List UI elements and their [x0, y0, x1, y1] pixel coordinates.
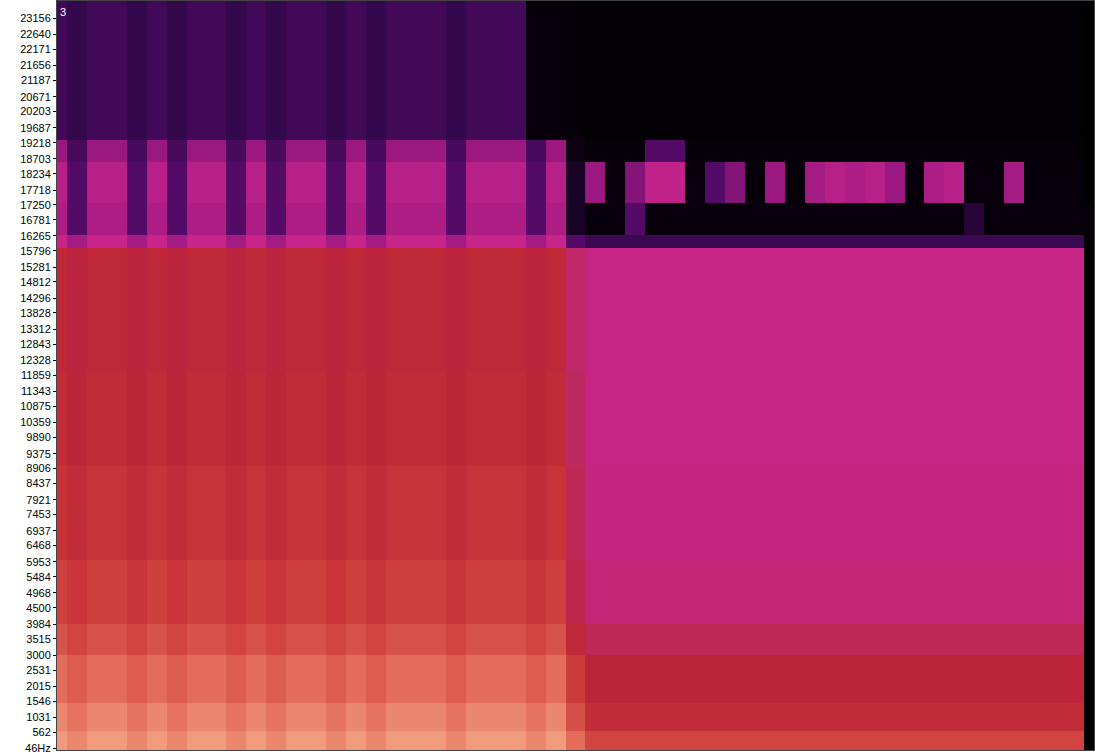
svg-text:1546: 1546	[26, 695, 50, 707]
svg-text:3515: 3515	[26, 633, 50, 645]
svg-text:22171: 22171	[20, 43, 51, 55]
svg-text:18703: 18703	[20, 153, 51, 165]
svg-text:12328: 12328	[20, 354, 51, 366]
svg-text:13312: 13312	[20, 323, 51, 335]
svg-text:16781: 16781	[20, 214, 51, 226]
svg-text:20203: 20203	[20, 105, 51, 117]
svg-text:3: 3	[60, 6, 66, 18]
svg-text:4968: 4968	[26, 587, 50, 599]
svg-text:12843: 12843	[20, 338, 51, 350]
svg-text:5484: 5484	[26, 571, 50, 583]
svg-text:11859: 11859	[21, 369, 51, 381]
svg-text:3984: 3984	[26, 618, 50, 630]
svg-text:10359: 10359	[20, 416, 51, 428]
svg-text:11343: 11343	[21, 385, 51, 397]
svg-text:562: 562	[32, 726, 50, 738]
svg-text:15796: 15796	[20, 245, 51, 257]
svg-text:1031: 1031	[26, 711, 50, 723]
svg-text:9890: 9890	[26, 431, 50, 443]
svg-text:6937: 6937	[26, 525, 50, 537]
svg-text:16265: 16265	[20, 230, 51, 242]
svg-text:2015: 2015	[26, 680, 50, 692]
svg-text:19218: 19218	[20, 137, 51, 149]
svg-text:18234: 18234	[20, 168, 51, 180]
svg-text:2531: 2531	[26, 664, 50, 676]
svg-text:4500: 4500	[26, 602, 50, 614]
svg-text:6468: 6468	[26, 539, 50, 551]
svg-text:3000: 3000	[26, 649, 50, 661]
svg-text:22640: 22640	[20, 28, 51, 40]
svg-text:7453: 7453	[26, 508, 50, 520]
svg-text:19687: 19687	[20, 122, 51, 134]
svg-text:17250: 17250	[20, 199, 51, 211]
svg-text:15281: 15281	[20, 261, 51, 273]
svg-text:14296: 14296	[20, 292, 51, 304]
svg-text:13828: 13828	[20, 307, 51, 319]
svg-text:14812: 14812	[20, 276, 51, 288]
svg-text:46Hz: 46Hz	[25, 742, 51, 754]
svg-text:8437: 8437	[26, 477, 50, 489]
svg-text:17718: 17718	[20, 184, 51, 196]
svg-text:21187: 21187	[21, 74, 51, 86]
svg-text:8906: 8906	[26, 462, 50, 474]
svg-text:7921: 7921	[26, 494, 50, 506]
svg-text:5953: 5953	[26, 556, 50, 568]
svg-text:9375: 9375	[26, 448, 50, 460]
svg-text:20671: 20671	[20, 91, 51, 103]
svg-text:21656: 21656	[20, 59, 51, 71]
svg-text:10875: 10875	[20, 400, 51, 412]
svg-text:23156: 23156	[20, 12, 51, 24]
